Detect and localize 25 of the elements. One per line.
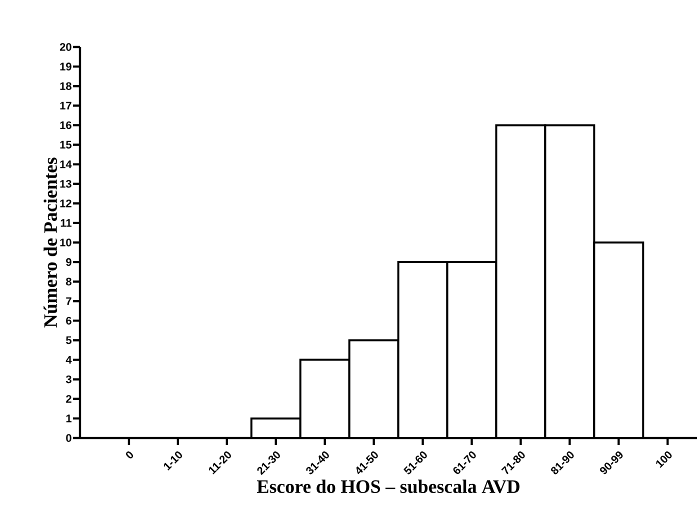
- x-tick-label: 100: [656, 451, 672, 468]
- y-tick-label: 10: [60, 238, 72, 246]
- y-tick-label: 20: [60, 43, 72, 51]
- y-tick-label: 0: [66, 434, 72, 442]
- y-tick-label: 19: [60, 62, 72, 70]
- y-tick-label: 1: [66, 414, 72, 422]
- y-tick-label: 6: [66, 316, 72, 325]
- y-tick-label: 11: [60, 219, 72, 227]
- y-tick-label: 4: [66, 356, 72, 364]
- x-axis-title: Escore do HOS – subescala AVD: [256, 480, 520, 494]
- y-tick-label: 13: [60, 180, 72, 188]
- y-tick-label: 9: [66, 258, 72, 266]
- y-tick-label: 5: [66, 336, 72, 344]
- y-tick-label: 2: [66, 395, 72, 403]
- y-tick-label: 12: [60, 200, 72, 208]
- y-tick-label: 15: [60, 140, 72, 149]
- y-tick-label: 14: [60, 160, 72, 168]
- y-axis-title: Número de Pacientes: [44, 158, 58, 328]
- y-tick-label: 17: [60, 102, 72, 110]
- y-tick-label: 7: [66, 297, 72, 305]
- y-tick-label: 18: [60, 82, 72, 90]
- y-tick-label: 8: [66, 278, 72, 286]
- y-tick-label: 16: [60, 121, 72, 130]
- x-tick-label: 0: [126, 451, 134, 458]
- y-tick-label: 3: [66, 375, 72, 384]
